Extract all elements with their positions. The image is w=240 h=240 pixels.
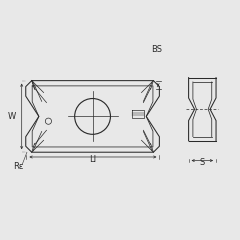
Text: LI: LI [89, 155, 96, 164]
Text: S: S [200, 158, 205, 167]
Text: BS: BS [151, 45, 162, 54]
Text: W: W [7, 112, 16, 121]
Text: Rε: Rε [13, 162, 24, 171]
